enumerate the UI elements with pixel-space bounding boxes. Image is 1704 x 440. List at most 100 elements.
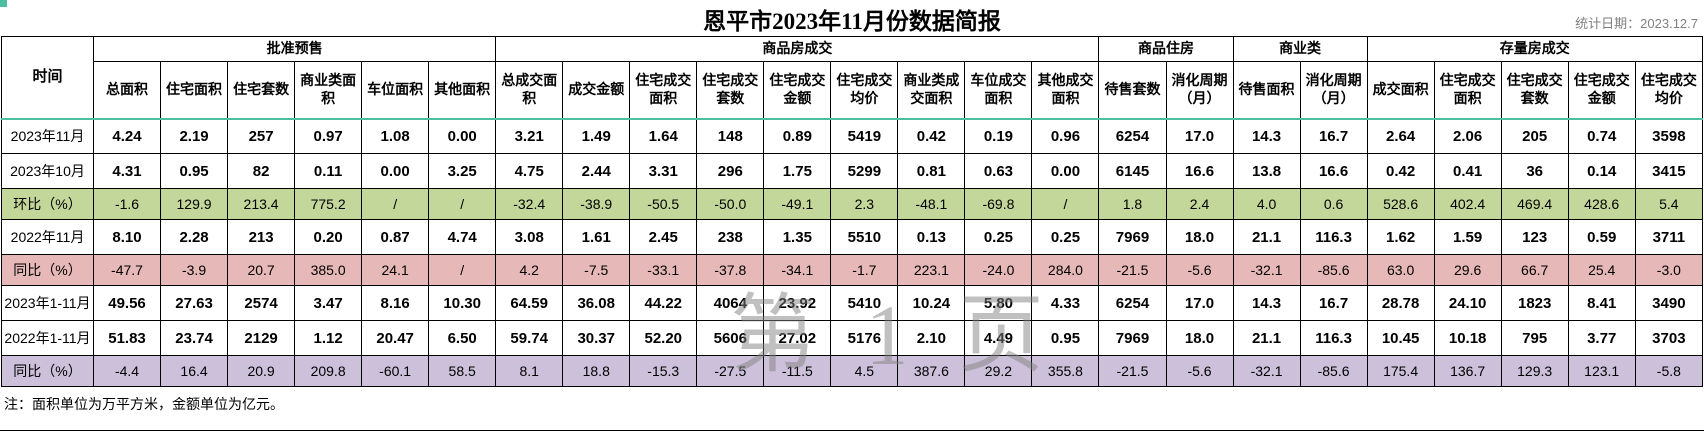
col-header: 住宅面积 bbox=[160, 61, 229, 119]
table-cell: -50.5 bbox=[629, 188, 698, 220]
title-bar: 恩平市2023年11月份数据简报 统计日期：2023.12.7 bbox=[0, 0, 1704, 36]
col-header: 住宅成交均价 bbox=[1634, 61, 1704, 119]
table-cell: 5.80 bbox=[964, 285, 1033, 321]
table-cell: -1.6 bbox=[92, 188, 162, 220]
table-cell: 4064 bbox=[696, 285, 765, 321]
col-header: 住宅套数 bbox=[227, 61, 296, 119]
table-cell: 23.74 bbox=[160, 320, 229, 356]
row-label: 环比（%） bbox=[1, 188, 94, 220]
table-cell: 20.9 bbox=[227, 355, 296, 387]
table-row: 2022年1-11月 51.83 23.74 2129 1.12 20.47 6.50 59.… bbox=[1, 320, 1704, 356]
row-label: 2023年1-11月 bbox=[1, 285, 94, 321]
table-cell: 21.1 bbox=[1232, 219, 1301, 255]
table-cell: 8.10 bbox=[92, 219, 162, 255]
table-cell: 25.4 bbox=[1567, 254, 1636, 286]
bottom-divider bbox=[0, 430, 1704, 431]
table-cell: 51.83 bbox=[92, 320, 162, 356]
table-cell: 4.24 bbox=[92, 117, 162, 154]
col-header: 住宅成交金额 bbox=[1567, 61, 1636, 119]
report-table: 时间 批准预售 商品房成交 商品住房 商业类 存量房成交 总面积 住宅面积 住宅套数 商业类面积车… bbox=[1, 36, 1704, 387]
table-cell: -85.6 bbox=[1299, 254, 1368, 286]
table-cell: 3.77 bbox=[1567, 320, 1636, 356]
table-cell: 1.12 bbox=[294, 320, 363, 356]
table-cell: 3.08 bbox=[495, 219, 564, 255]
table-cell: / bbox=[361, 188, 430, 220]
table-cell: 1.8 bbox=[1098, 188, 1167, 220]
table-cell: 27.63 bbox=[160, 285, 229, 321]
table-cell: 0.6 bbox=[1299, 188, 1368, 220]
table-cell: 2.4 bbox=[1165, 188, 1234, 220]
table-cell: 2.44 bbox=[562, 153, 631, 189]
group-header-0: 批准预售 bbox=[92, 36, 497, 62]
table-cell: -38.9 bbox=[562, 188, 631, 220]
table-cell: 4.5 bbox=[830, 355, 899, 387]
table-cell: 1.64 bbox=[629, 117, 698, 154]
table-cell: -34.1 bbox=[763, 254, 832, 286]
table-cell: 136.7 bbox=[1433, 355, 1502, 387]
col-header: 成交面积 bbox=[1366, 61, 1435, 119]
table-cell: 3.31 bbox=[629, 153, 698, 189]
group-header-3: 商业类 bbox=[1232, 36, 1368, 62]
table-cell: 0.25 bbox=[964, 219, 1033, 255]
table-cell: 16.6 bbox=[1299, 153, 1368, 189]
table-cell: 36 bbox=[1500, 153, 1569, 189]
table-cell: 63.0 bbox=[1366, 254, 1435, 286]
table-cell: -7.5 bbox=[562, 254, 631, 286]
table-cell: 2.3 bbox=[830, 188, 899, 220]
table-cell: 469.4 bbox=[1500, 188, 1569, 220]
table-cell: 27.02 bbox=[763, 320, 832, 356]
table-cell: 296 bbox=[696, 153, 765, 189]
page-title: 恩平市2023年11月份数据简报 bbox=[703, 9, 1001, 34]
table-cell: 213.4 bbox=[227, 188, 296, 220]
col-header: 消化周期（月） bbox=[1165, 61, 1234, 119]
table-cell: 4.33 bbox=[1031, 285, 1100, 321]
row-label: 同比（%） bbox=[1, 355, 94, 387]
table-header: 时间 批准预售 商品房成交 商品住房 商业类 存量房成交 总面积 住宅面积 住宅套数 商业类面积车… bbox=[1, 36, 1704, 119]
table-row: 2023年10月 4.31 0.95 82 0.11 0.00 3.25 4.75 2.44 3.… bbox=[1, 153, 1704, 189]
table-cell: 44.22 bbox=[629, 285, 698, 321]
table-cell: 3598 bbox=[1634, 117, 1704, 154]
table-row: 2022年11月 8.10 2.28 213 0.20 0.87 4.74 3.08 1.61 2… bbox=[1, 219, 1704, 255]
table-cell: 775.2 bbox=[294, 188, 363, 220]
table-cell: 5299 bbox=[830, 153, 899, 189]
table-cell: 116.3 bbox=[1299, 219, 1368, 255]
table-cell: / bbox=[428, 188, 497, 220]
table-cell: 129.3 bbox=[1500, 355, 1569, 387]
col-header: 车位面积 bbox=[361, 61, 430, 119]
table-cell: 6145 bbox=[1098, 153, 1167, 189]
table-cell: -4.4 bbox=[92, 355, 162, 387]
table-cell: 17.0 bbox=[1165, 117, 1234, 154]
table-cell: 528.6 bbox=[1366, 188, 1435, 220]
table-cell: -32.4 bbox=[495, 188, 564, 220]
table-cell: -27.5 bbox=[696, 355, 765, 387]
table-cell: 10.30 bbox=[428, 285, 497, 321]
table-cell: -11.5 bbox=[763, 355, 832, 387]
table-cell: 0.14 bbox=[1567, 153, 1636, 189]
table-cell: 16.4 bbox=[160, 355, 229, 387]
table-body: 2023年11月 4.24 2.19 257 0.97 1.08 0.00 3.21 1.49 1… bbox=[1, 117, 1704, 387]
table-cell: 209.8 bbox=[294, 355, 363, 387]
table-cell: 4.49 bbox=[964, 320, 1033, 356]
table-cell: 16.7 bbox=[1299, 117, 1368, 154]
table-cell: 1.49 bbox=[562, 117, 631, 154]
table-cell: 0.42 bbox=[1366, 153, 1435, 189]
table-cell: 59.74 bbox=[495, 320, 564, 356]
table-cell: 3711 bbox=[1634, 219, 1704, 255]
row-label: 同比（%） bbox=[1, 254, 94, 286]
group-header-2: 商品住房 bbox=[1098, 36, 1234, 62]
table-cell: -5.6 bbox=[1165, 355, 1234, 387]
row-label: 2022年1-11月 bbox=[1, 320, 94, 356]
table-cell: 82 bbox=[227, 153, 296, 189]
table-cell: -37.8 bbox=[696, 254, 765, 286]
table-cell: 21.1 bbox=[1232, 320, 1301, 356]
table-cell: 13.8 bbox=[1232, 153, 1301, 189]
table-cell: 10.24 bbox=[897, 285, 966, 321]
table-cell: 0.25 bbox=[1031, 219, 1100, 255]
table-cell: 284.0 bbox=[1031, 254, 1100, 286]
col-header: 车位成交面积 bbox=[964, 61, 1033, 119]
table-cell: -21.5 bbox=[1098, 355, 1167, 387]
table-cell: 66.7 bbox=[1500, 254, 1569, 286]
table-cell: 257 bbox=[227, 117, 296, 154]
table-cell: 52.20 bbox=[629, 320, 698, 356]
table-cell: -1.7 bbox=[830, 254, 899, 286]
